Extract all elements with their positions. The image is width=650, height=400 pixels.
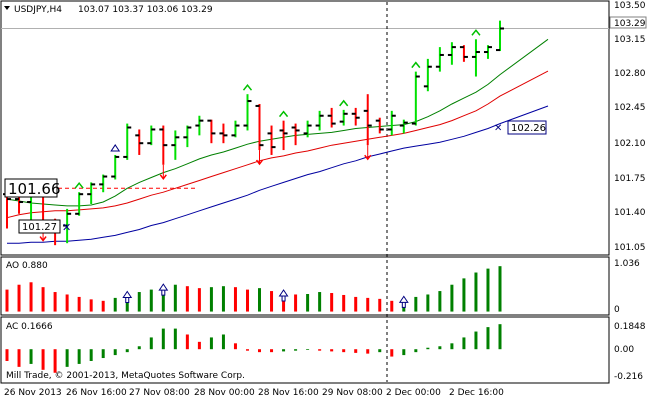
time-label-5: 29 Nov 08:00 bbox=[322, 388, 383, 398]
ac-scale-top: 0.1848 bbox=[614, 322, 646, 332]
triangle-down-icon[interactable] bbox=[4, 6, 10, 10]
ac-scale-bottom: -0.216 bbox=[614, 372, 643, 382]
symbol-label: USDJPY,H4 bbox=[14, 5, 62, 15]
ao-up-arrow-icon bbox=[158, 283, 169, 296]
level-box-big bbox=[4, 178, 58, 198]
ao-up-arrow-icon bbox=[398, 295, 409, 308]
fractal-up-icon bbox=[471, 29, 481, 36]
time-label-7: 2 Dec 16:00 bbox=[449, 388, 504, 398]
ohlc-label: 103.07 103.37 103.06 103.29 bbox=[78, 5, 213, 15]
signal-down-arrow-head-icon bbox=[159, 174, 167, 181]
fractal-up-icon bbox=[74, 182, 84, 189]
level-box-small bbox=[18, 219, 61, 234]
copyright-label: Mill Trade, © 2001-2013, MetaQuotes Soft… bbox=[6, 371, 245, 381]
price-label-2: 102.80 bbox=[614, 69, 646, 79]
time-label-1: 26 Nov 16:00 bbox=[66, 388, 127, 398]
current-price-label: 103.29 bbox=[614, 19, 646, 29]
time-label-4: 28 Nov 16:00 bbox=[258, 388, 319, 398]
ac-label: AC 0.1666 bbox=[6, 322, 53, 332]
level-box-right bbox=[507, 120, 547, 135]
fractal-up-icon bbox=[411, 61, 421, 69]
level-box-small-label: 101.27 bbox=[22, 222, 57, 233]
fractal-up-icon bbox=[242, 83, 253, 91]
price-label-4: 102.10 bbox=[614, 139, 646, 149]
signal-down-arrow-head-icon bbox=[39, 236, 47, 242]
level-box-big-label: 101.66 bbox=[8, 180, 61, 198]
price-label-0: 103.50 bbox=[614, 1, 646, 11]
time-label-2: 27 Nov 08:00 bbox=[129, 388, 190, 398]
ao-scale-zero: 0 bbox=[614, 305, 620, 315]
price-label-6: 101.40 bbox=[614, 208, 646, 218]
signal-down-arrow-head-icon bbox=[255, 159, 264, 166]
price-label-5: 101.75 bbox=[614, 174, 646, 184]
ao-scale-top: 1.036 bbox=[614, 259, 640, 269]
cross-marker-right: ✕ bbox=[494, 123, 502, 134]
ac-scale-mid: 0.00 bbox=[614, 345, 634, 355]
signal-down-arrow-head-icon bbox=[364, 154, 372, 161]
ao-up-arrow-icon bbox=[122, 290, 133, 303]
cross-marker-left: ✕ bbox=[62, 221, 71, 234]
hollow-up-arrow-icon bbox=[110, 144, 121, 152]
fractal-up-icon bbox=[339, 99, 349, 107]
time-label-3: 28 Nov 00:00 bbox=[194, 388, 255, 398]
ao-up-arrow-icon bbox=[278, 289, 289, 302]
time-label-0: 26 Nov 2013 bbox=[4, 388, 62, 398]
current-price-box bbox=[609, 16, 647, 29]
ma-slow-line bbox=[7, 105, 549, 244]
price-label-3: 102.45 bbox=[614, 103, 646, 113]
ao-label: AO 0.880 bbox=[6, 261, 48, 271]
price-label-1: 103.15 bbox=[614, 35, 646, 45]
fractal-up-icon bbox=[278, 110, 289, 118]
price-label-7: 101.05 bbox=[614, 243, 646, 253]
time-label-6: 2 Dec 00:00 bbox=[386, 388, 441, 398]
level-box-right-label: 102.26 bbox=[511, 123, 546, 134]
